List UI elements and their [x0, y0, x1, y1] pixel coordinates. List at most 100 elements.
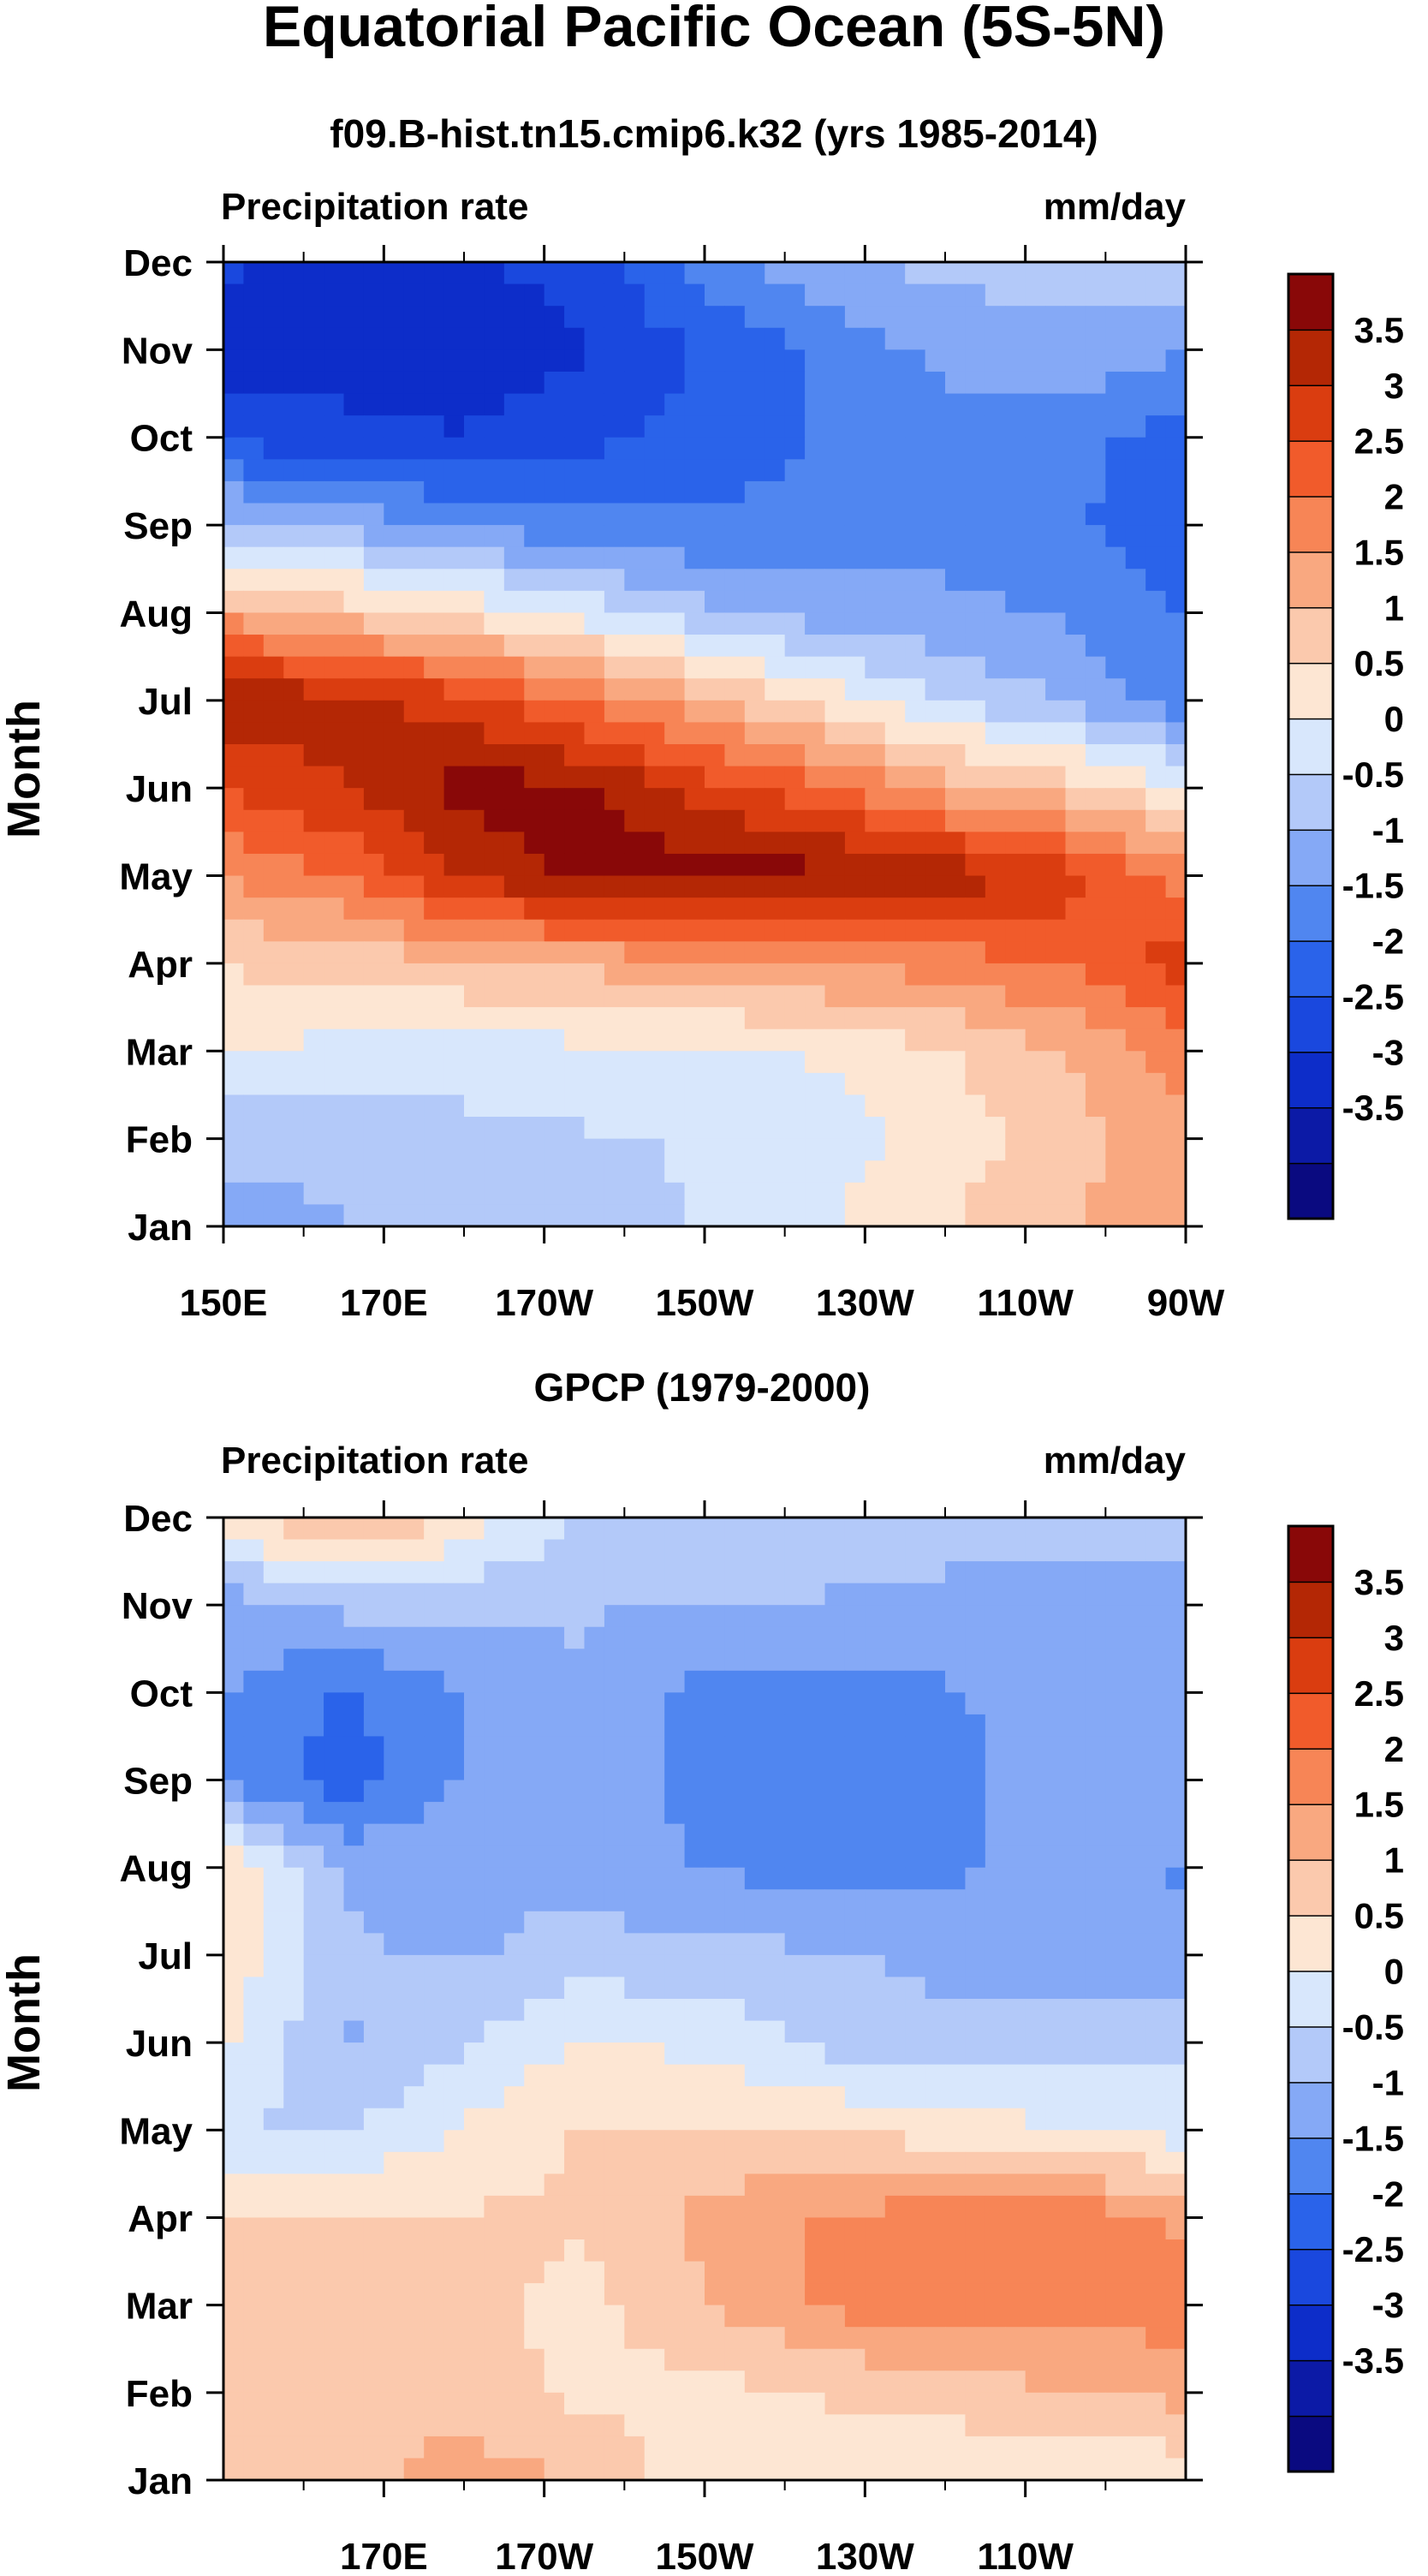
heatmap-cell: [343, 1670, 365, 1693]
y-tick-label: Nov: [122, 1585, 193, 1627]
heatmap-cell: [965, 1561, 986, 1584]
heatmap-cell: [564, 525, 586, 548]
colorbar-label: -2.5: [1342, 2229, 1404, 2269]
heatmap-cell: [263, 1954, 284, 1978]
heatmap-cell: [544, 2458, 565, 2481]
heatmap-cell: [965, 678, 986, 701]
heatmap-cell: [484, 1846, 505, 1869]
heatmap-cell: [604, 349, 625, 373]
heatmap-cell: [865, 2261, 886, 2284]
heatmap-cell: [705, 853, 726, 877]
heatmap-cell: [1045, 283, 1067, 307]
heatmap-cell: [865, 1714, 886, 1738]
heatmap-cell: [705, 985, 726, 1008]
heatmap-cell: [965, 1933, 986, 1956]
heatmap-cell: [644, 2436, 665, 2460]
heatmap-cell: [584, 2130, 605, 2153]
heatmap-cell: [744, 919, 765, 942]
heatmap-cell: [1125, 1007, 1146, 1030]
heatmap-cell: [484, 1933, 505, 1956]
heatmap-cell: [925, 919, 946, 942]
heatmap-cell: [884, 2305, 906, 2328]
heatmap-cell: [865, 2195, 886, 2219]
heatmap-cell: [1065, 897, 1086, 921]
heatmap-cell: [464, 1714, 485, 1738]
heatmap-cell: [824, 1029, 846, 1052]
heatmap-cell: [724, 1626, 746, 1649]
heatmap-cell: [865, 1160, 886, 1184]
heatmap-cell: [584, 1670, 605, 1693]
heatmap-cell: [1125, 2174, 1146, 2197]
heatmap-cell: [1105, 2392, 1127, 2415]
heatmap-cell: [604, 1539, 625, 1562]
heatmap-cell: [925, 985, 946, 1008]
heatmap-cell: [503, 2217, 525, 2240]
heatmap-cell: [624, 2414, 646, 2437]
heatmap-cell: [1105, 2239, 1127, 2263]
heatmap-cell: [263, 1072, 284, 1096]
heatmap-cell: [243, 1933, 265, 1956]
heatmap-cell: [484, 1649, 505, 1672]
y-tick-label: Oct: [130, 418, 193, 460]
heatmap-cell: [684, 2195, 705, 2219]
heatmap-cell: [724, 1999, 746, 2022]
heatmap-cell: [1065, 546, 1086, 569]
heatmap-cell: [403, 1051, 425, 1074]
heatmap-cell: [1125, 283, 1146, 307]
heatmap-cell: [784, 985, 806, 1008]
heatmap-cell: [844, 2064, 866, 2087]
heatmap-cell: [443, 2020, 465, 2043]
heatmap-cell: [844, 2130, 866, 2153]
heatmap-cell: [1105, 437, 1127, 460]
heatmap-cell: [744, 722, 765, 745]
heatmap-cell: [1025, 2436, 1046, 2460]
heatmap-cell: [1105, 722, 1127, 745]
heatmap-cell: [765, 1670, 786, 1693]
heatmap-cell: [424, 897, 445, 921]
heatmap-cell: [965, 1007, 986, 1030]
heatmap-cell: [324, 2392, 345, 2415]
heatmap-cell: [865, 2327, 886, 2350]
heatmap-cell: [844, 2305, 866, 2328]
heatmap-cell: [564, 590, 586, 614]
heatmap-cell: [925, 1692, 946, 1715]
heatmap-cell: [1005, 1117, 1026, 1140]
heatmap-cell: [243, 919, 265, 942]
heatmap-cell: [324, 1072, 345, 1096]
heatmap-cell: [805, 569, 826, 592]
heatmap-cell: [1065, 1670, 1086, 1693]
heatmap-cell: [925, 809, 946, 832]
heatmap-cell: [865, 1736, 886, 1759]
heatmap-cell: [925, 546, 946, 569]
heatmap-cell: [403, 415, 425, 438]
heatmap-cell: [985, 766, 1006, 789]
heatmap-cell: [824, 678, 846, 701]
heatmap-cell: [384, 2130, 405, 2153]
heatmap-cell: [544, 1911, 565, 1934]
heatmap-cell: [1025, 283, 1046, 307]
heatmap-cell: [1085, 897, 1106, 921]
heatmap-cell: [343, 941, 365, 964]
heatmap-cell: [985, 963, 1006, 987]
heatmap-cell: [965, 371, 986, 395]
heatmap-cell: [263, 1160, 284, 1184]
heatmap-cell: [664, 1846, 686, 1869]
heatmap-cell: [1085, 1518, 1106, 1541]
heatmap-cell: [724, 2130, 746, 2153]
heatmap-cell: [223, 2217, 245, 2240]
heatmap-cell: [263, 393, 284, 416]
heatmap-cell: [363, 2370, 384, 2394]
heatmap-cell: [564, 415, 586, 438]
heatmap-cell: [765, 1649, 786, 1672]
heatmap-cell: [765, 1780, 786, 1803]
colorbar-label: -3: [1372, 2285, 1404, 2325]
heatmap-cell: [544, 569, 565, 592]
heatmap-cell: [945, 1182, 967, 1206]
heatmap-cell: [1165, 2064, 1187, 2087]
heatmap-cell: [1105, 262, 1127, 285]
colorbar-swatch: [1288, 1106, 1334, 1165]
heatmap-cell: [705, 2217, 726, 2240]
heatmap-cell: [905, 985, 926, 1008]
heatmap-cell: [1045, 2239, 1067, 2263]
heatmap-cell: [1105, 2327, 1127, 2350]
